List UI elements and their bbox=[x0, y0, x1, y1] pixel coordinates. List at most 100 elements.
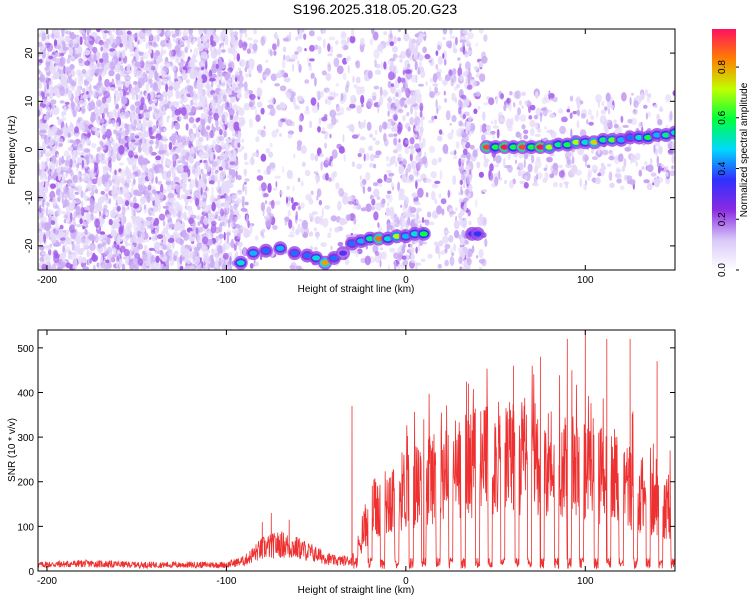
noise-speckle bbox=[38, 186, 45, 191]
noise-speckle bbox=[497, 111, 503, 118]
noise-speckle bbox=[88, 168, 92, 173]
noise-speckle bbox=[142, 250, 146, 255]
noise-speckle bbox=[208, 256, 214, 262]
noise-speckle bbox=[567, 159, 571, 165]
noise-speckle bbox=[435, 64, 439, 70]
noise-speckle bbox=[185, 123, 189, 131]
noise-speckle bbox=[226, 179, 231, 189]
noise-speckle bbox=[467, 209, 471, 217]
noise-speckle bbox=[358, 121, 365, 130]
noise-speckle bbox=[386, 121, 392, 130]
noise-speckle bbox=[148, 39, 151, 47]
noise-speckle bbox=[328, 177, 332, 182]
noise-speckle bbox=[492, 131, 496, 140]
noise-speckle bbox=[633, 100, 639, 108]
noise-speckle bbox=[646, 182, 653, 191]
noise-speckle bbox=[613, 119, 617, 125]
noise-speckle bbox=[220, 208, 225, 217]
noise-speckle bbox=[298, 124, 303, 133]
noise-speckle bbox=[218, 233, 224, 239]
noise-speckle bbox=[168, 85, 174, 91]
noise-speckle bbox=[411, 213, 416, 218]
noise-speckle bbox=[242, 41, 248, 51]
noise-speckle bbox=[387, 80, 392, 89]
noise-speckle bbox=[215, 235, 219, 244]
noise-speckle bbox=[141, 175, 147, 179]
noise-speckle bbox=[436, 135, 443, 142]
noise-speckle bbox=[365, 172, 371, 181]
noise-speckle bbox=[61, 155, 65, 165]
noise-speckle bbox=[119, 69, 122, 77]
ridge-core bbox=[509, 144, 518, 150]
noise-speckle bbox=[67, 132, 71, 138]
noise-speckle bbox=[58, 52, 61, 58]
noise-speckle bbox=[158, 57, 164, 63]
noise-speckle bbox=[309, 44, 315, 52]
noise-speckle bbox=[189, 182, 193, 192]
noise-speckle bbox=[553, 181, 559, 188]
noise-speckle bbox=[533, 114, 539, 120]
noise-speckle bbox=[240, 226, 246, 231]
noise-speckle bbox=[132, 33, 138, 38]
ridge-core bbox=[527, 144, 536, 150]
noise-speckle bbox=[514, 114, 520, 122]
noise-speckle bbox=[409, 116, 415, 126]
noise-speckle bbox=[76, 245, 80, 254]
noise-speckle bbox=[366, 121, 372, 131]
noise-speckle bbox=[59, 100, 65, 104]
noise-speckle bbox=[180, 179, 187, 184]
noise-speckle bbox=[618, 174, 622, 179]
noise-speckle bbox=[218, 56, 222, 62]
noise-speckle bbox=[49, 147, 53, 151]
noise-speckle bbox=[449, 210, 456, 215]
noise-speckle bbox=[461, 229, 465, 237]
noise-speckle bbox=[236, 56, 241, 60]
noise-speckle bbox=[369, 194, 374, 200]
noise-speckle bbox=[64, 160, 70, 167]
noise-speckle bbox=[65, 234, 70, 244]
noise-speckle bbox=[106, 237, 111, 245]
noise-speckle bbox=[437, 263, 442, 269]
noise-speckle bbox=[507, 125, 513, 132]
noise-speckle bbox=[549, 173, 555, 179]
noise-speckle bbox=[410, 149, 415, 155]
noise-speckle bbox=[177, 209, 182, 219]
noise-speckle bbox=[152, 163, 157, 170]
noise-speckle bbox=[72, 219, 76, 226]
noise-speckle bbox=[48, 80, 53, 87]
noise-speckle bbox=[160, 49, 164, 57]
noise-speckle bbox=[203, 217, 209, 226]
noise-speckle bbox=[431, 190, 436, 201]
noise-speckle bbox=[550, 130, 557, 139]
noise-speckle bbox=[301, 180, 304, 187]
noise-speckle bbox=[426, 211, 432, 218]
noise-speckle bbox=[117, 68, 120, 73]
noise-speckle bbox=[201, 66, 205, 71]
noise-speckle bbox=[69, 191, 73, 197]
noise-speckle bbox=[223, 231, 226, 241]
noise-speckle bbox=[452, 68, 457, 75]
noise-speckle bbox=[401, 255, 407, 260]
noise-speckle bbox=[39, 230, 42, 236]
noise-speckle bbox=[201, 236, 209, 245]
noise-speckle bbox=[40, 171, 47, 180]
noise-speckle bbox=[415, 154, 420, 162]
noise-speckle bbox=[495, 155, 502, 164]
noise-speckle bbox=[151, 207, 154, 212]
noise-speckle bbox=[84, 91, 91, 99]
noise-speckle bbox=[288, 196, 291, 202]
noise-speckle bbox=[236, 198, 242, 204]
noise-speckle bbox=[553, 165, 559, 176]
noise-speckle bbox=[445, 110, 451, 121]
noise-speckle bbox=[184, 46, 188, 54]
noise-speckle bbox=[470, 78, 477, 88]
noise-speckle bbox=[125, 175, 131, 182]
ridge-core bbox=[348, 240, 357, 247]
noise-speckle bbox=[175, 237, 183, 244]
noise-speckle bbox=[254, 235, 259, 241]
noise-speckle bbox=[353, 84, 358, 89]
noise-speckle bbox=[609, 182, 615, 188]
noise-speckle bbox=[503, 157, 506, 168]
noise-speckle bbox=[194, 177, 197, 184]
noise-speckle bbox=[154, 217, 160, 226]
